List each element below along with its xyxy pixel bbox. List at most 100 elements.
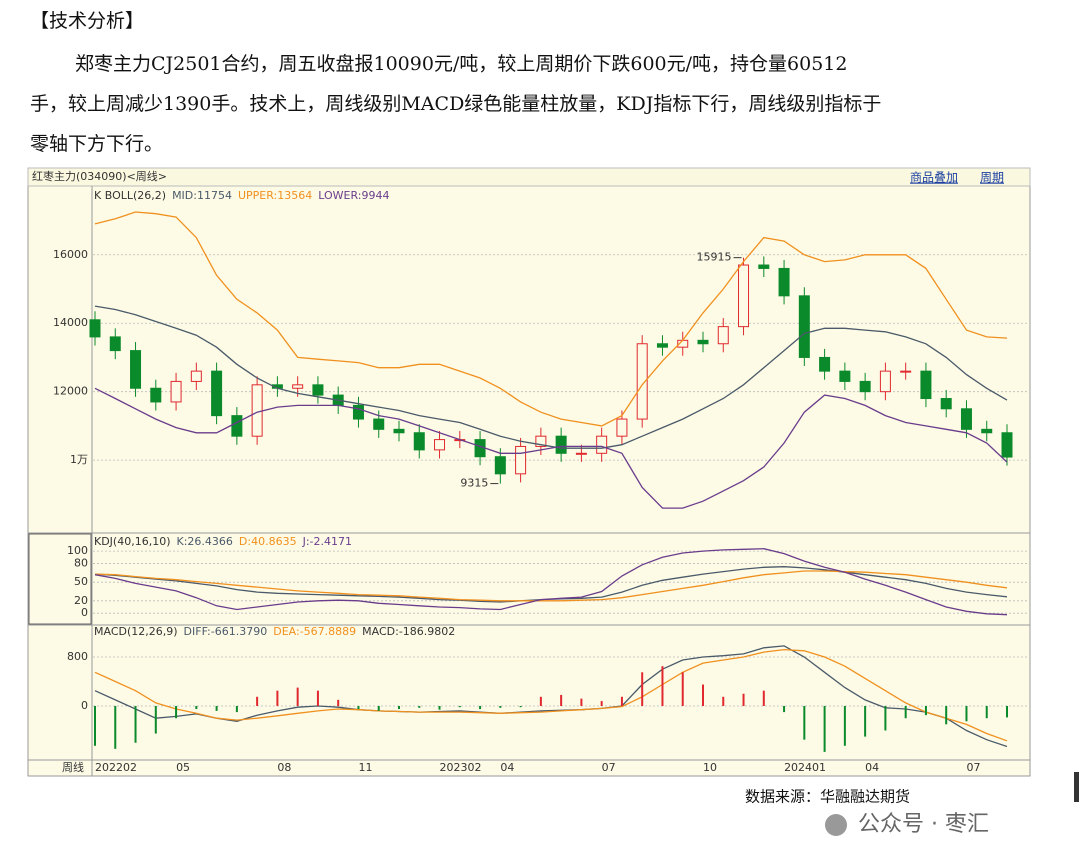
x-tick-label: 202202 [95,761,137,774]
series-line [94,648,1008,742]
candle-body [798,295,810,358]
series-line [94,548,1008,616]
x-tick-label: 07 [602,761,616,774]
series-line [94,211,1008,427]
y-tick-label: 0 [81,606,88,619]
y-tick-label: 0 [81,699,88,712]
x-tick-label: 07 [966,761,980,774]
candle-body [434,439,446,451]
candle-body [981,428,993,434]
candle-body [738,264,750,328]
wechat-icon [825,814,847,836]
candle-body [130,350,142,389]
candle-body [89,319,101,338]
legend-entry: LOWER:9944 [318,189,389,202]
candle-body [636,343,648,420]
x-axis-title: 周线 [62,760,84,774]
chart-topbar [27,167,1031,187]
candle-body [393,428,405,434]
series-line [94,305,1008,449]
candle-body [697,339,709,345]
legend-entry: K:26.4366 [177,535,233,548]
indicator-label: K BOLL(26,2) [94,189,166,202]
source-note: 数据来源：华融融达期货 [745,788,910,806]
y-tick-label: 800 [67,650,88,663]
candle-body [859,380,871,393]
toolbar-button[interactable]: 商品叠加 [910,170,958,185]
y-tick-label: 1万 [70,453,88,466]
candle-body [211,370,223,417]
indicator-label: KDJ(40,16,10) [94,535,171,548]
low-label: 9315 [460,477,488,490]
y-tick-label: 16000 [53,248,88,261]
candle-body [373,418,385,430]
paragraph-line: 零轴下方下行。 [30,133,163,155]
x-tick-label: 04 [500,761,514,774]
candle-body [535,435,547,447]
candle-body [555,435,567,454]
x-tick-label: 202401 [784,761,826,774]
x-tick-label: 11 [358,761,372,774]
candle-body [960,408,972,430]
toolbar-button[interactable]: 周期 [980,171,1004,185]
candle-body [190,370,202,382]
candle-body [575,452,587,455]
legend-entry: MACD:-186.9802 [362,625,455,638]
scrollbar [1074,772,1079,802]
legend-entry: DIFF:-661.3790 [184,625,268,638]
x-tick-label: 08 [277,761,291,774]
candle-body [109,336,121,352]
watermark: 公众号 · 枣汇 [858,812,989,837]
candle-body [251,384,263,437]
candle-body [1001,432,1013,458]
candle-body [150,387,162,403]
candle-body [494,456,506,475]
legend-entry: DEA:-567.8889 [273,625,356,638]
y-tick-label: 80 [74,557,88,570]
y-tick-label: 50 [74,575,88,588]
paragraph-line: 郑枣主力CJ2501合约，周五收盘报10090元/吨，较上周期价下跌600元/吨… [75,53,847,75]
series-line [94,387,1008,509]
candle-body [900,370,912,373]
paragraph-line: 手，较上周减少1390手。技术上，周线级别MACD绿色能量柱放量，KDJ指标下行… [30,93,881,115]
candle-body [819,356,831,372]
legend-entry: D:40.8635 [239,535,297,548]
y-tick-label: 20 [74,594,88,607]
chart-title: 红枣主力(034090)<周线> [32,169,167,183]
candle-body [312,384,324,396]
y-tick-label: 12000 [53,385,88,398]
x-tick-label: 10 [703,761,717,774]
candle-body [413,432,425,451]
candle-body [352,404,364,420]
x-tick-label: 202302 [440,761,482,774]
candle-body [170,380,182,403]
indicator-label: MACD(12,26,9) [94,625,178,638]
legend-entry: J:-2.4171 [302,535,352,548]
x-tick-label: 05 [176,761,190,774]
candle-body [778,267,790,297]
candle-body [656,343,668,348]
candle-body [879,370,891,393]
candle-body [717,326,729,345]
candle-body [596,435,608,454]
x-tick-label: 04 [865,761,879,774]
candle-body [515,445,527,475]
candle-body [920,370,932,400]
legend-entry: MID:11754 [172,189,232,202]
candle-body [940,398,952,410]
high-label: 15915 [697,251,732,264]
panel-box [28,533,92,625]
y-tick-label: 100 [67,544,88,557]
y-tick-label: 14000 [53,316,88,329]
candle-body [758,264,770,269]
series-line [94,570,1008,602]
section-title: 【技术分析】 [30,10,144,32]
candle-body [839,370,851,382]
series-line [94,645,1008,748]
candle-body [616,418,628,437]
candle-body [292,384,304,389]
legend-entry: UPPER:13564 [238,189,312,202]
candle-body [231,415,243,437]
chart-frame [27,167,1031,777]
